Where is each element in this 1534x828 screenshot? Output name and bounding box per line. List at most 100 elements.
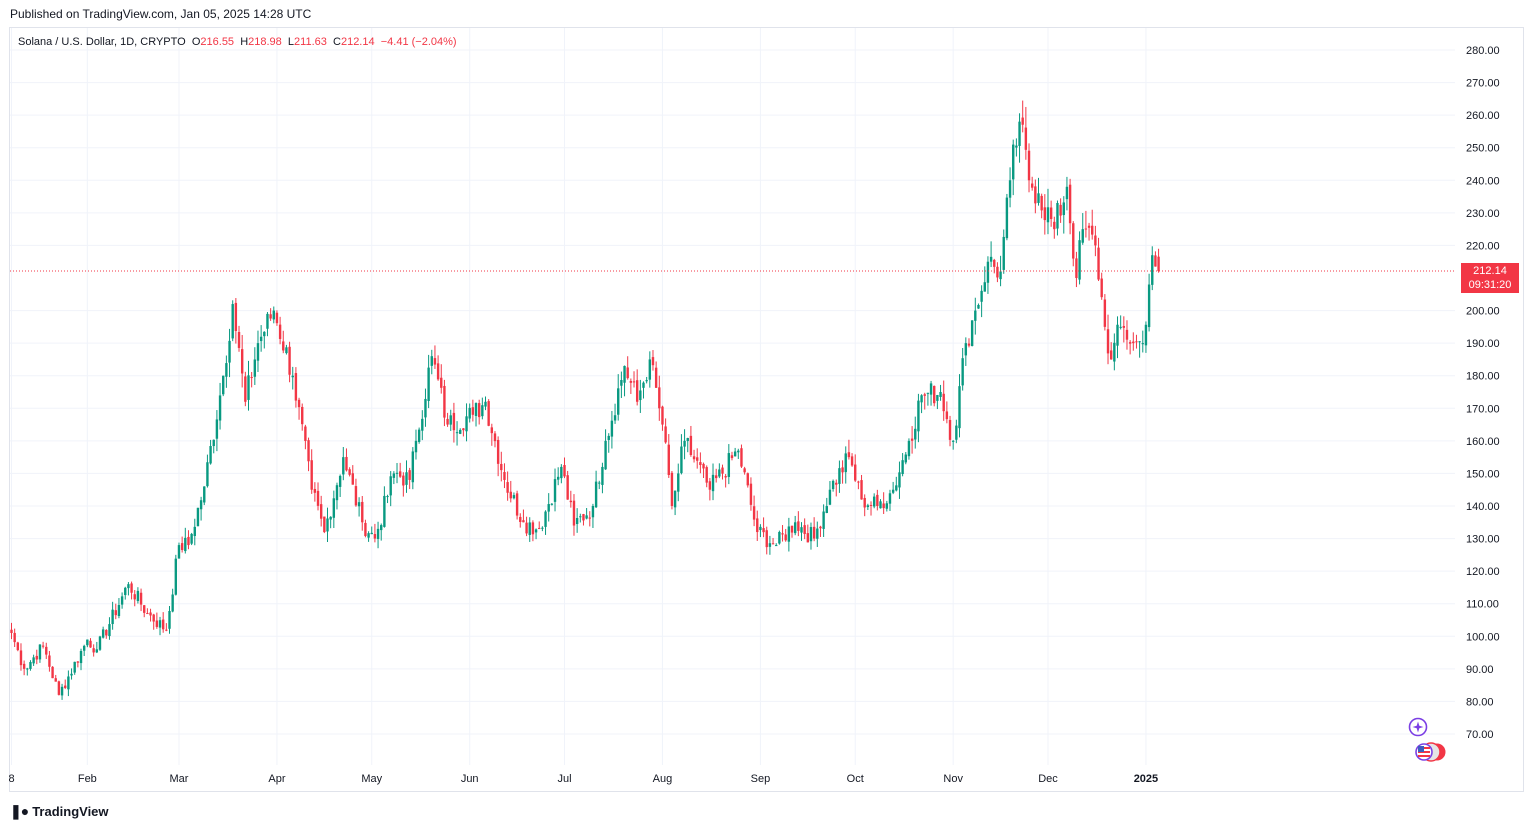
candle bbox=[222, 375, 225, 397]
candle-body bbox=[392, 473, 396, 478]
candle bbox=[417, 427, 421, 444]
candle-body bbox=[594, 481, 598, 508]
candle bbox=[904, 451, 907, 465]
candle-body bbox=[699, 462, 702, 466]
candle bbox=[1015, 138, 1018, 157]
candle-body bbox=[784, 534, 787, 541]
candle bbox=[92, 644, 95, 657]
close-value: 212.14 bbox=[340, 36, 375, 48]
candle bbox=[664, 418, 667, 444]
candle bbox=[440, 364, 443, 394]
candle-body bbox=[54, 678, 57, 682]
candle-body bbox=[1087, 225, 1091, 228]
candle bbox=[945, 401, 949, 424]
candle-body bbox=[1128, 342, 1132, 344]
candle bbox=[345, 448, 348, 472]
candle-body bbox=[351, 473, 354, 485]
candle-body bbox=[1021, 117, 1024, 125]
candle-body bbox=[1030, 183, 1034, 188]
candle bbox=[876, 489, 879, 511]
y-tick-label: 70.00 bbox=[1466, 729, 1494, 741]
candle bbox=[891, 481, 895, 495]
candle bbox=[910, 426, 914, 454]
candle bbox=[1100, 272, 1103, 300]
candle bbox=[19, 643, 23, 671]
candle-body bbox=[1103, 299, 1107, 327]
candle-body bbox=[455, 432, 459, 434]
tradingview-logo[interactable]: ❚● TradingView bbox=[10, 803, 109, 820]
candle-body bbox=[16, 642, 20, 651]
candle bbox=[677, 463, 680, 502]
candle bbox=[38, 644, 42, 663]
candle bbox=[1119, 315, 1122, 330]
high-label: H bbox=[240, 36, 249, 48]
candle-body bbox=[487, 401, 490, 426]
candle bbox=[1113, 333, 1116, 371]
candle-body bbox=[187, 536, 190, 546]
candle bbox=[143, 604, 146, 618]
candle-body bbox=[225, 363, 228, 377]
candle-body bbox=[506, 482, 509, 493]
high-value: 218.98 bbox=[248, 36, 282, 48]
candle-body bbox=[60, 686, 64, 696]
candle bbox=[765, 526, 768, 555]
candle bbox=[1084, 210, 1088, 238]
candle-body bbox=[689, 435, 693, 456]
sparkle-icon[interactable] bbox=[1408, 717, 1428, 737]
candle-body bbox=[417, 429, 421, 442]
x-tick-label: Jun bbox=[461, 773, 479, 785]
candle-body bbox=[95, 649, 99, 653]
candle bbox=[553, 468, 557, 512]
candle-body bbox=[522, 520, 525, 523]
candle bbox=[575, 508, 579, 533]
x-tick-label: Apr bbox=[268, 773, 285, 785]
candle-body bbox=[920, 395, 923, 403]
candle bbox=[484, 396, 487, 411]
candle-body bbox=[718, 469, 721, 477]
candle-body bbox=[64, 685, 67, 688]
candle bbox=[648, 351, 652, 388]
candle bbox=[1059, 198, 1062, 223]
candle-body bbox=[1157, 256, 1160, 272]
candle bbox=[784, 528, 787, 542]
x-tick-label: 8 bbox=[8, 773, 14, 785]
candle-body bbox=[667, 444, 670, 475]
candle-body bbox=[835, 482, 838, 485]
candle-body bbox=[48, 655, 51, 667]
candle bbox=[481, 397, 484, 420]
candle-body bbox=[743, 468, 746, 473]
y-tick-label: 230.00 bbox=[1466, 208, 1500, 220]
candle-body bbox=[323, 516, 326, 533]
candle-body bbox=[531, 522, 535, 535]
candle bbox=[841, 460, 844, 484]
last-price-value: 212.14 bbox=[1473, 265, 1507, 277]
candle-body bbox=[313, 488, 317, 493]
candle bbox=[866, 503, 870, 510]
candle bbox=[471, 399, 475, 422]
candle bbox=[1002, 229, 1005, 274]
candle bbox=[986, 256, 990, 294]
candle bbox=[1034, 179, 1037, 214]
candle bbox=[1135, 334, 1138, 349]
candle bbox=[825, 497, 828, 514]
candle bbox=[29, 660, 32, 671]
candle bbox=[430, 349, 433, 375]
candle-body bbox=[708, 481, 712, 490]
candle-body bbox=[642, 382, 645, 388]
candle bbox=[879, 499, 882, 509]
y-tick-label: 90.00 bbox=[1466, 664, 1494, 676]
us-flag-icon[interactable] bbox=[1407, 741, 1449, 763]
open-value: 216.55 bbox=[200, 36, 235, 48]
candle-body bbox=[177, 545, 181, 559]
open-label: O bbox=[191, 36, 201, 48]
candle bbox=[683, 429, 686, 460]
candle-body bbox=[357, 502, 361, 507]
candle bbox=[895, 476, 898, 492]
candle-body bbox=[746, 473, 749, 486]
candle bbox=[297, 397, 301, 420]
candle bbox=[733, 447, 737, 457]
candle-body bbox=[547, 504, 550, 512]
candle-body bbox=[199, 500, 203, 510]
candle bbox=[942, 380, 945, 421]
